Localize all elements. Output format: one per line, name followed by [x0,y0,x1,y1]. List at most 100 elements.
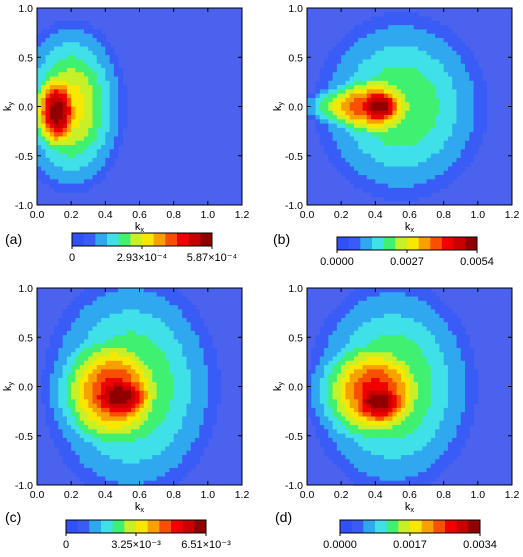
heatmap-cell [371,476,376,482]
heatmap-cell [358,50,364,56]
heatmap-cell [341,317,347,323]
heatmap-cell [366,442,372,448]
heatmap-cell [109,403,115,409]
heatmap-cell [169,412,175,418]
heatmap-cell [366,106,372,112]
heatmap-cell [388,322,394,328]
heatmap-cell [388,326,394,332]
heatmap-cell [400,309,406,315]
heatmap-cell [190,433,196,439]
heatmap-cell [130,429,136,435]
heatmap-cell [122,322,128,328]
heatmap-cell [126,322,132,328]
heatmap-cell [341,85,347,90]
heatmap-cell [362,433,368,439]
heatmap-cell [405,93,411,99]
heatmap-cell [418,59,423,65]
heatmap-cell [203,429,209,435]
heatmap-cell [418,76,423,82]
heatmap-cell [122,429,128,435]
heatmap-cell [101,127,106,133]
heatmap-cell [465,110,470,116]
colorbar-segment [153,233,166,246]
heatmap-cell [101,102,106,108]
heatmap-cell [96,377,102,383]
heatmap-cell [413,175,419,180]
heatmap-cell [328,326,334,332]
heatmap-cell [79,29,85,35]
heatmap-cell [375,29,381,35]
heatmap-cell [186,463,192,469]
heatmap-cell [139,288,145,293]
heatmap-cell [135,382,141,388]
heatmap-cell [435,33,440,39]
heatmap-cell [366,412,372,418]
heatmap-cell [182,365,188,370]
heatmap-cell [203,412,209,418]
heatmap-cell [143,326,149,332]
heatmap-cell [375,46,381,52]
heatmap-cell [430,115,436,120]
heatmap-cell [418,115,423,120]
heatmap-cell [62,153,68,159]
heatmap-cell [109,50,115,56]
heatmap-cell [336,145,342,150]
heatmap-cell [392,102,398,108]
heatmap-cell [409,476,415,482]
heatmap-cell [413,110,419,116]
heatmap-cell [422,149,428,155]
heatmap-cell [311,395,317,400]
heatmap-cell [54,42,59,48]
heatmap-cell [130,467,136,473]
heatmap-cell [195,446,200,452]
heatmap-cell [105,72,111,78]
heatmap-cell [371,106,376,112]
heatmap-cell [371,42,376,48]
heatmap-cell [307,403,312,409]
heatmap-cell [447,153,453,159]
heatmap-cell [482,110,487,116]
heatmap-cell [113,382,119,388]
heatmap-cell [92,450,98,456]
heatmap-cell [319,442,325,448]
heatmap-cell [182,352,188,358]
heatmap-cell [62,416,68,422]
heatmap-cell [349,127,355,133]
heatmap-cell [341,76,347,82]
heatmap-cell [469,67,475,73]
heatmap-cell [452,50,458,56]
heatmap-cell [341,127,347,133]
heatmap-cell [375,55,381,60]
heatmap-cell [362,480,368,486]
heatmap-cell [409,136,415,142]
heatmap-cell [336,59,342,65]
heatmap-cell [379,403,385,409]
heatmap-cell [409,166,415,172]
heatmap-cell [79,377,85,383]
heatmap-cell [96,480,102,486]
heatmap-cell [392,347,398,353]
heatmap-cell [169,369,175,375]
heatmap-cell [71,115,77,120]
heatmap-cell [135,463,141,469]
heatmap-cell [118,472,124,478]
heatmap-cell [422,80,428,86]
heatmap-cell [366,356,372,362]
heatmap-cell [160,335,166,340]
heatmap-cell [426,140,432,146]
heatmap-cell [118,72,124,78]
heatmap-cell [88,463,94,469]
heatmap-cell [465,76,470,82]
heatmap-cell [430,85,436,90]
heatmap-cell [456,93,462,99]
heatmap-cell [375,72,381,78]
heatmap-cell [366,166,372,172]
heatmap-cell [400,102,406,108]
heatmap-cell [182,296,188,302]
heatmap-cell [409,132,415,138]
heatmap-cell [186,356,192,362]
heatmap-cell [409,442,415,448]
heatmap-cell [345,399,351,405]
heatmap-cell [439,157,445,163]
heatmap-cell [332,76,338,82]
